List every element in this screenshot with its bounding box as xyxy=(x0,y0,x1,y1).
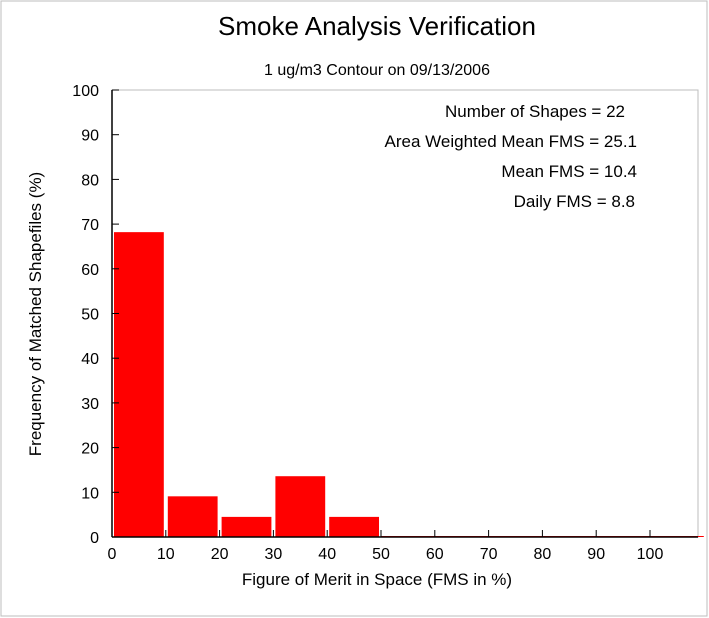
histogram-bar xyxy=(275,476,326,537)
y-tick-label: 60 xyxy=(81,262,99,279)
y-tick-label: 70 xyxy=(81,217,99,234)
y-axis-label: Frequency of Matched Shapefiles (%) xyxy=(26,172,45,456)
x-axis-label: Figure of Merit in Space (FMS in %) xyxy=(242,570,512,589)
y-tick-label: 100 xyxy=(72,83,99,100)
histogram-bar xyxy=(329,516,379,537)
histogram-bar xyxy=(114,232,164,537)
plot-area: 0 10 20 30 40 50 60 70 80 90 100 0 10 20 30 40 50 60 70 80… xyxy=(72,83,704,563)
x-tick-label: 50 xyxy=(372,546,390,563)
y-tick-label: 0 xyxy=(90,530,99,547)
x-tick-label: 0 xyxy=(108,546,117,563)
chart-subtitle: 1 ug/m3 Contour on 09/13/2006 xyxy=(264,62,490,79)
histogram-bar xyxy=(221,516,272,537)
stats-annotation: Mean FMS = 10.4 xyxy=(501,162,637,181)
x-tick-label: 60 xyxy=(426,546,444,563)
y-axis-ticks: 0 10 20 30 40 50 60 70 80 90 100 xyxy=(72,83,119,547)
y-tick-label: 50 xyxy=(81,307,99,324)
x-tick-label: 90 xyxy=(587,546,605,563)
stats-annotation: Number of Shapes = 22 xyxy=(445,102,625,121)
stats-annotation: Area Weighted Mean FMS = 25.1 xyxy=(385,132,637,151)
x-tick-label: 70 xyxy=(480,546,498,563)
stats-annotations: Number of Shapes = 22 Area Weighted Mean … xyxy=(385,102,637,211)
x-tick-label: 20 xyxy=(211,546,229,563)
x-tick-label: 40 xyxy=(318,546,336,563)
x-tick-label: 100 xyxy=(637,546,664,563)
y-tick-label: 40 xyxy=(81,351,99,368)
y-tick-label: 80 xyxy=(81,172,99,189)
y-tick-label: 20 xyxy=(81,441,99,458)
y-tick-label: 10 xyxy=(81,485,99,502)
stats-annotation: Daily FMS = 8.8 xyxy=(514,192,635,211)
histogram-bar xyxy=(167,496,218,537)
chart-title: Smoke Analysis Verification xyxy=(218,11,536,41)
x-axis-ticks: 0 10 20 30 40 50 60 70 80 90 100 xyxy=(108,530,664,563)
y-tick-label: 30 xyxy=(81,396,99,413)
x-tick-label: 10 xyxy=(157,546,175,563)
x-tick-label: 80 xyxy=(534,546,552,563)
y-tick-label: 90 xyxy=(81,128,99,145)
x-tick-label: 30 xyxy=(265,546,283,563)
